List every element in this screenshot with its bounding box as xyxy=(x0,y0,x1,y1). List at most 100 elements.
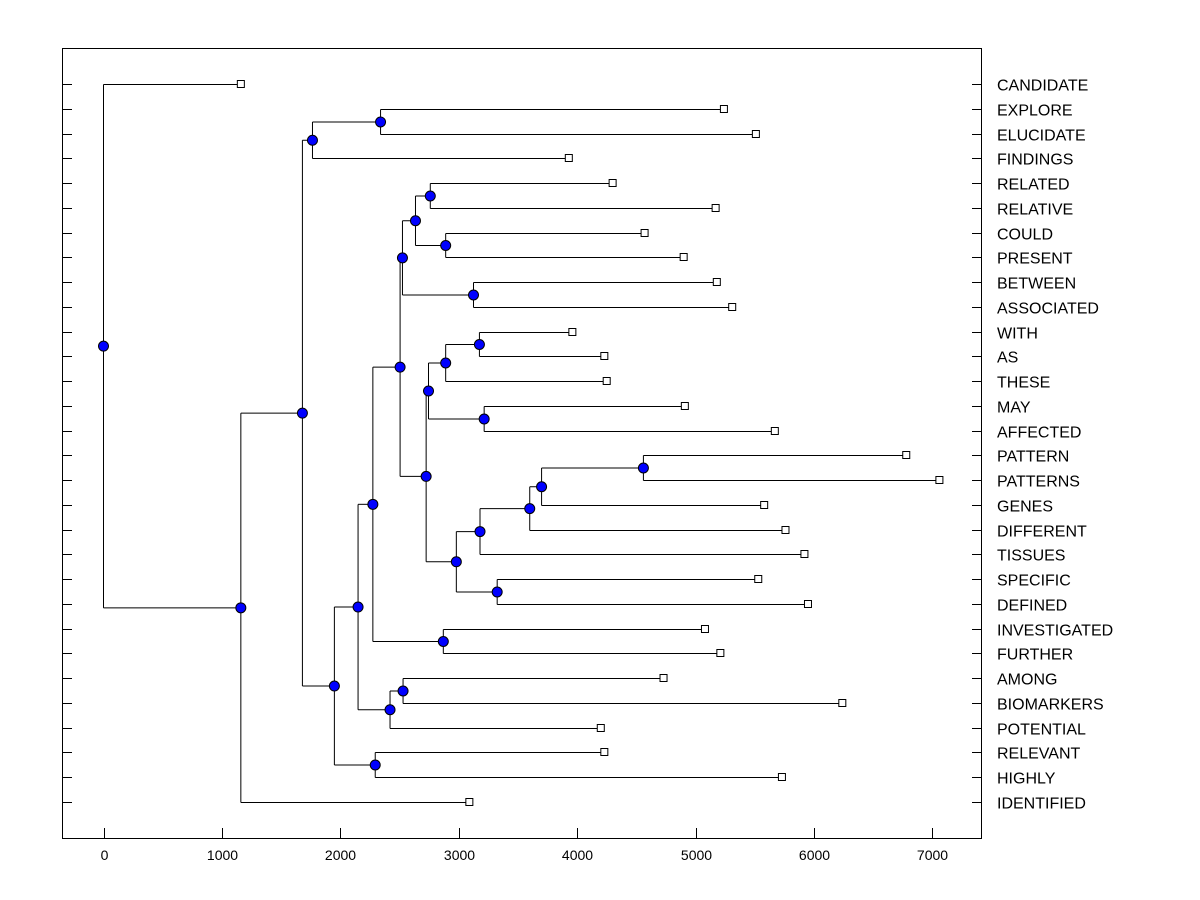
merge-node xyxy=(352,601,364,613)
leaf-label: FINDINGS xyxy=(997,152,1073,169)
leaf-marker xyxy=(564,154,573,162)
leaf-label: POTENTIAL xyxy=(997,722,1086,739)
leaf-marker xyxy=(596,724,605,732)
x-tick-label: 6000 xyxy=(799,847,830,863)
merge-node xyxy=(396,252,408,264)
leaf-marker xyxy=(600,352,609,360)
merge-node xyxy=(473,339,485,350)
merge-node xyxy=(397,685,409,697)
leaf-marker xyxy=(716,649,725,657)
x-tick-label: 2000 xyxy=(325,847,356,863)
merge-node xyxy=(394,361,406,373)
merge-node xyxy=(420,470,432,482)
leaf-marker xyxy=(838,699,847,707)
leaf-label: IDENTIFIED xyxy=(997,796,1086,813)
x-tick-label: 7000 xyxy=(917,847,948,863)
leaf-marker xyxy=(640,229,649,237)
merge-node xyxy=(450,556,462,568)
leaf-marker xyxy=(465,798,474,806)
leaf-marker xyxy=(568,328,577,336)
leaf-label: AFFECTED xyxy=(997,425,1081,442)
merge-node xyxy=(637,462,649,474)
leaf-label: BIOMARKERS xyxy=(997,697,1104,714)
leaf-label: COULD xyxy=(997,227,1053,244)
merge-node xyxy=(468,289,479,301)
merge-node xyxy=(424,190,436,202)
leaf-marker xyxy=(700,625,709,633)
leaf-label: SPECIFIC xyxy=(997,573,1071,590)
leaf-marker xyxy=(602,377,611,385)
leaf-marker xyxy=(608,179,617,187)
x-tick-label: 5000 xyxy=(681,847,712,863)
leaf-label: EXPLORE xyxy=(997,103,1073,120)
merge-node xyxy=(409,215,421,227)
x-tick-label: 0 xyxy=(101,847,109,863)
leaf-label: GENES xyxy=(997,499,1053,516)
axis-ticks: 0 1000 2000 3000 4000 5000 6000 7000 xyxy=(62,84,981,863)
leaf-label: MAY xyxy=(997,400,1031,417)
leaf-marker xyxy=(800,550,809,558)
leaf-marker xyxy=(770,427,779,435)
merge-node xyxy=(375,116,387,128)
leaf-label: TISSUES xyxy=(997,548,1065,565)
leaf-label: HIGHLY xyxy=(997,771,1056,788)
leaf-label: BETWEEN xyxy=(997,276,1076,293)
x-tick-label: 1000 xyxy=(207,847,238,863)
leaf-labels: CANDIDATE EXPLORE ELUCIDATE FINDINGS RELATED… xyxy=(997,78,1113,813)
leaf-marker xyxy=(719,105,728,113)
leaf-marker xyxy=(935,476,944,484)
merge-node xyxy=(235,602,247,614)
leaf-marker xyxy=(777,773,786,781)
merge-node xyxy=(296,407,308,419)
merge-node xyxy=(524,503,536,515)
leaf-label: INVESTIGATED xyxy=(997,623,1113,640)
merge-node xyxy=(474,526,486,538)
leaf-label: CANDIDATE xyxy=(997,78,1088,95)
merge-node xyxy=(491,586,503,598)
leaf-marker xyxy=(712,278,721,286)
plot-frame xyxy=(62,48,982,839)
leaf-marker xyxy=(751,130,760,138)
merge-node xyxy=(98,340,109,352)
leaf-marker xyxy=(754,575,763,583)
leaf-marker xyxy=(728,303,737,311)
leaf-label: WITH xyxy=(997,326,1038,343)
x-tick-label: 3000 xyxy=(444,847,475,863)
merge-node xyxy=(440,240,452,251)
merge-node xyxy=(328,680,340,692)
leaf-marker xyxy=(659,674,668,682)
leaf-label: AS xyxy=(997,350,1018,367)
merge-node xyxy=(423,385,435,397)
leaf-label: RELATIVE xyxy=(997,202,1073,219)
leaf-label: PATTERNS xyxy=(997,474,1080,491)
leaf-marker xyxy=(711,204,720,212)
leaf-marker xyxy=(781,526,790,534)
leaf-label: FURTHER xyxy=(997,647,1073,664)
merge-node xyxy=(369,759,381,771)
leaf-marker xyxy=(803,600,812,608)
leaf-label: RELATED xyxy=(997,177,1070,194)
leaf-marker xyxy=(679,253,688,261)
leaf-label: DIFFERENT xyxy=(997,524,1087,541)
leaf-label: PATTERN xyxy=(997,449,1069,466)
merge-node xyxy=(478,413,490,425)
merge-node xyxy=(384,704,396,716)
leaf-marker xyxy=(760,501,769,509)
merge-node xyxy=(367,498,379,510)
leaf-marker xyxy=(600,748,609,756)
x-tick-label: 4000 xyxy=(562,847,593,863)
leaf-label: PRESENT xyxy=(997,251,1073,268)
leaf-label: THESE xyxy=(997,375,1050,392)
leaf-marker xyxy=(902,451,911,459)
leaf-label: AMONG xyxy=(997,672,1057,689)
merge-node xyxy=(437,636,449,647)
leaf-label: DEFINED xyxy=(997,598,1067,615)
dendrogram-markers xyxy=(98,80,944,806)
merge-node xyxy=(536,481,548,493)
leaf-label: ASSOCIATED xyxy=(997,301,1099,318)
merge-node xyxy=(306,134,318,146)
merge-node xyxy=(440,357,452,369)
leaf-marker xyxy=(680,402,689,410)
leaf-label: ELUCIDATE xyxy=(997,128,1086,145)
